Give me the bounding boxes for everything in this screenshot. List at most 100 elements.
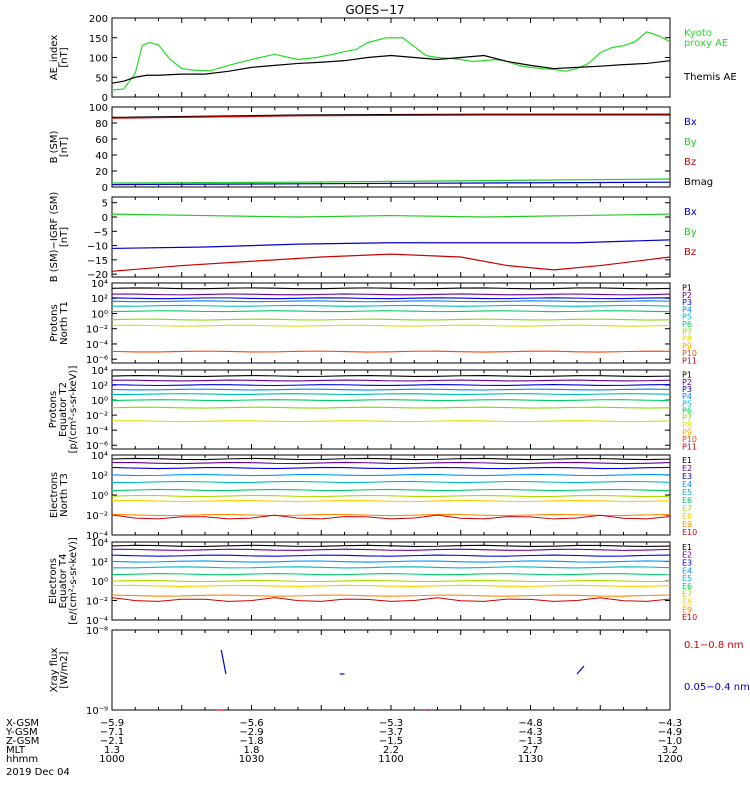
y-tick-label: 0 bbox=[102, 183, 108, 194]
series-line-bx bbox=[111, 239, 671, 250]
orbit-value: 1.8 bbox=[244, 745, 260, 756]
y-tick-label: 10⁻⁴ bbox=[86, 531, 108, 542]
series-line-bmag bbox=[111, 113, 670, 118]
flux-line-p2 bbox=[111, 379, 671, 382]
panel-bsm: 0 20 40 60 80 100 B (SM) [nT] Bx By Bz Bmag bbox=[49, 103, 713, 194]
flux-line-p6 bbox=[111, 310, 671, 313]
y-axis-label: Electrons bbox=[49, 472, 60, 518]
legend-e3: E3 bbox=[682, 472, 692, 481]
flux-line-e6 bbox=[111, 488, 671, 492]
legend-e10: E10 bbox=[682, 528, 697, 537]
orbit-value: −1.0 bbox=[658, 736, 682, 747]
legend-item: By bbox=[684, 137, 697, 148]
legend-item: proxy AE bbox=[684, 38, 728, 49]
y-tick-label: 10² bbox=[91, 381, 108, 392]
y-tick-label: 10⁻² bbox=[86, 411, 108, 422]
legend-e9: E9 bbox=[682, 520, 692, 529]
flux-line-p2 bbox=[111, 293, 671, 296]
y-tick-label: 40 bbox=[95, 151, 108, 162]
date-label: 2019 Dec 04 bbox=[6, 767, 70, 778]
y-tick-label: 5 bbox=[102, 199, 108, 210]
series-line-kyoto-proxy-ae bbox=[111, 31, 671, 91]
y-tick-label: 10⁴ bbox=[91, 279, 108, 290]
legend-e6: E6 bbox=[682, 582, 692, 591]
y-tick-label: 10⁻⁴ bbox=[86, 426, 108, 437]
orbit-value: 1030 bbox=[239, 754, 264, 765]
orbit-value: 1100 bbox=[378, 754, 403, 765]
y-axis-label: B (SM) bbox=[49, 130, 60, 163]
panel-frame bbox=[111, 369, 671, 450]
y-tick-label: 10⁻⁹ bbox=[86, 706, 108, 717]
y-tick-label: 0 bbox=[102, 93, 108, 104]
panel-frame bbox=[111, 106, 671, 188]
y-tick-label: 20 bbox=[95, 167, 108, 178]
legend-p10: P10 bbox=[682, 349, 697, 358]
legend-p1: P1 bbox=[682, 284, 692, 293]
orbit-row-label: hhmm bbox=[6, 754, 38, 765]
orbit-row-label: MLT bbox=[6, 745, 26, 756]
legend-e5: E5 bbox=[682, 488, 692, 497]
y-tick-label: 10² bbox=[91, 558, 108, 569]
flux-line-p5 bbox=[111, 393, 671, 396]
y-tick-label: 10⁻⁶ bbox=[86, 441, 108, 452]
y-tick-label: 10⁻⁴ bbox=[86, 340, 108, 351]
legend-e5: E5 bbox=[682, 574, 692, 583]
legend-p9: P9 bbox=[682, 428, 692, 437]
y-tick-label: 10⁴ bbox=[91, 538, 108, 549]
flux-line-e8 bbox=[111, 584, 671, 588]
y-axis-label: Protons bbox=[48, 391, 59, 428]
legend-p6: P6 bbox=[682, 320, 692, 329]
flux-line-p1 bbox=[111, 287, 671, 290]
legend-e7: E7 bbox=[682, 590, 692, 599]
orbit-value: −1.8 bbox=[239, 736, 263, 747]
y-axis-label: [p/(cm²-s-sr-keV)] bbox=[68, 366, 79, 454]
y-tick-label: 10⁻⁸ bbox=[86, 626, 108, 637]
y-tick-label: 50 bbox=[95, 73, 108, 84]
orbit-value: 1130 bbox=[518, 754, 543, 765]
y-axis-label: Equator T2 bbox=[58, 382, 69, 437]
y-axis-label: Protons bbox=[49, 304, 60, 341]
y-axis-label: [e/(cm²-s-sr-keV)] bbox=[68, 537, 79, 625]
legend-e1: E1 bbox=[682, 543, 692, 552]
figure-title: GOES−17 bbox=[345, 3, 404, 17]
legend-e2: E2 bbox=[682, 551, 692, 560]
legend-item: Bmag bbox=[684, 177, 713, 188]
y-tick-label: 10⁰ bbox=[91, 309, 108, 320]
orbit-value: −4.8 bbox=[518, 718, 542, 729]
legend-item: Bz bbox=[684, 247, 696, 258]
legend-e6: E6 bbox=[682, 496, 692, 505]
legend-p11: P11 bbox=[682, 356, 697, 365]
flux-line-low bbox=[111, 514, 671, 520]
y-tick-label: 10⁰ bbox=[91, 396, 108, 407]
y-axis-label: B (SM)−IGRF (SM) bbox=[49, 192, 60, 283]
orbit-value: −5.6 bbox=[239, 718, 263, 729]
legend-e1: E1 bbox=[682, 456, 692, 465]
legend-p8: P8 bbox=[682, 335, 692, 344]
legend-p4: P4 bbox=[682, 305, 692, 314]
y-tick-label: 10⁰ bbox=[91, 577, 108, 588]
orbit-value: −4.9 bbox=[658, 727, 682, 738]
flux-line-p4 bbox=[111, 300, 671, 303]
legend-p7: P7 bbox=[682, 414, 692, 423]
series-line-by bbox=[111, 213, 671, 218]
orbit-row-label: Z-GSM bbox=[6, 736, 39, 747]
flux-line-e7 bbox=[111, 494, 671, 498]
orbit-value: −4.3 bbox=[518, 727, 542, 738]
y-tick-label: 100 bbox=[89, 103, 108, 114]
y-tick-label: 10⁴ bbox=[91, 451, 108, 462]
flux-line-e3 bbox=[111, 466, 671, 470]
panel-p2: 10⁴ 10² 10⁰ 10⁻² 10⁻⁴ 10⁻⁶ Protons Equator T2 [p… bbox=[48, 366, 697, 454]
orbit-value: 1.3 bbox=[104, 745, 120, 756]
orbit-value: −3.7 bbox=[379, 727, 403, 738]
orbit-value: −2.1 bbox=[100, 736, 124, 747]
legend-e10: E10 bbox=[682, 613, 697, 622]
legend-p6: P6 bbox=[682, 407, 692, 416]
flux-line-e7 bbox=[111, 579, 671, 583]
y-axis-label: North T1 bbox=[59, 301, 70, 345]
legend-e3: E3 bbox=[682, 559, 692, 568]
flux-line-e5 bbox=[111, 480, 671, 484]
flux-line-p7 bbox=[111, 406, 671, 409]
orbit-row-label: X-GSM bbox=[6, 718, 39, 729]
